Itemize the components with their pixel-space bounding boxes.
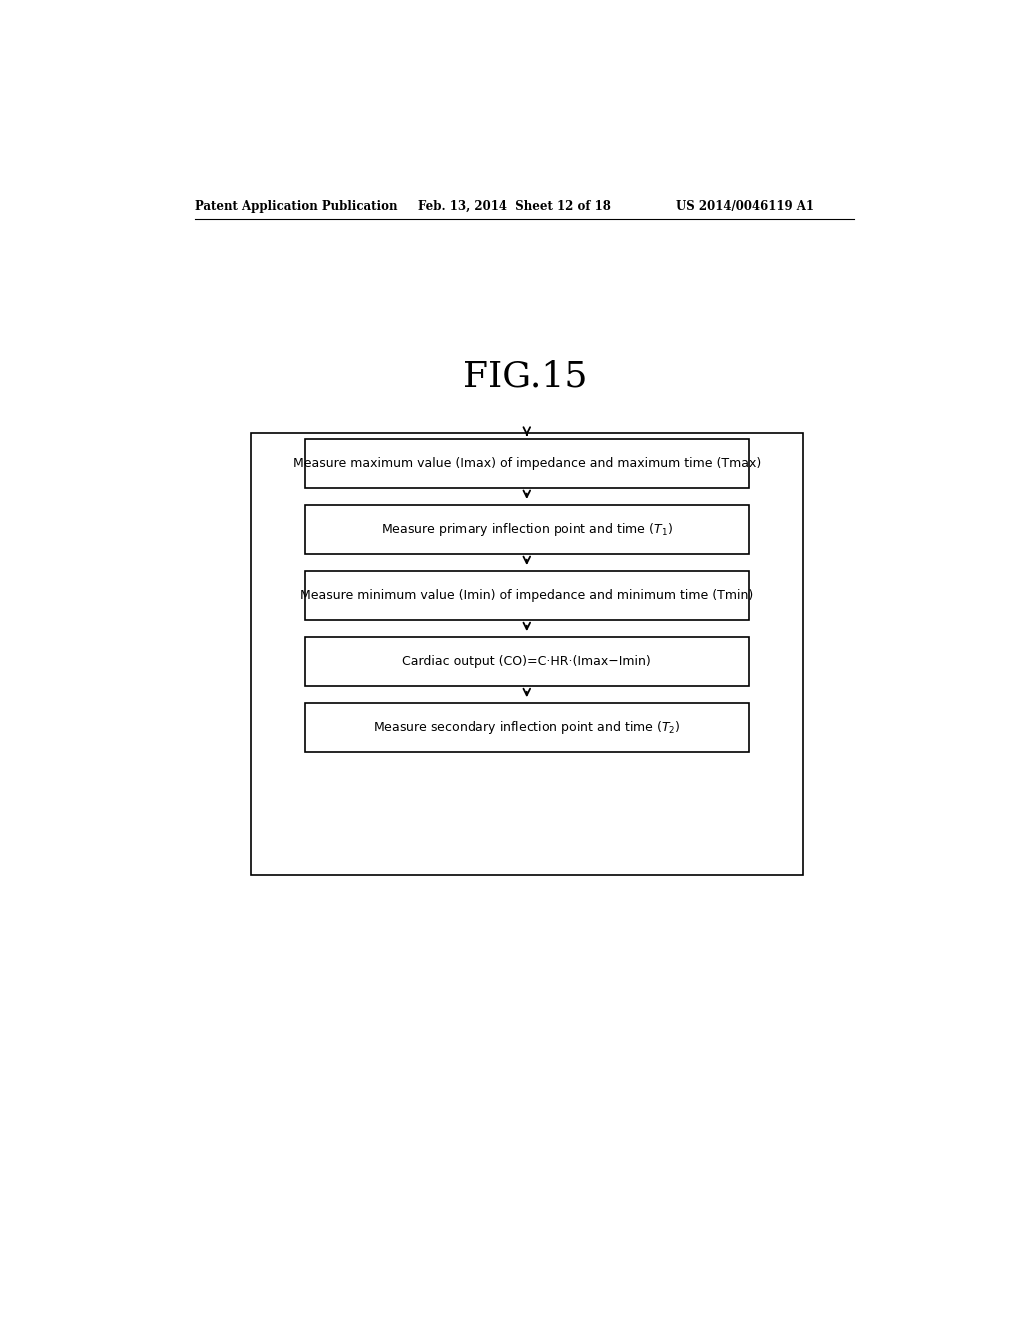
Text: Patent Application Publication: Patent Application Publication (196, 199, 398, 213)
Text: Cardiac output (CO)=C·HR·(Imax−Imin): Cardiac output (CO)=C·HR·(Imax−Imin) (402, 655, 651, 668)
Bar (251, 433, 803, 875)
Bar (304, 572, 749, 620)
Bar (304, 638, 749, 686)
Text: Measure maximum value (Imax) of impedance and maximum time (Tmax): Measure maximum value (Imax) of impedanc… (293, 457, 761, 470)
Bar (304, 440, 749, 487)
Text: Feb. 13, 2014  Sheet 12 of 18: Feb. 13, 2014 Sheet 12 of 18 (418, 199, 610, 213)
Text: US 2014/0046119 A1: US 2014/0046119 A1 (676, 199, 814, 213)
Text: Measure primary inflection point and time ($T_1$): Measure primary inflection point and tim… (381, 521, 673, 537)
Text: Measure secondary inflection point and time ($T_2$): Measure secondary inflection point and t… (373, 719, 681, 737)
Text: Measure minimum value (Imin) of impedance and minimum time (Tmin): Measure minimum value (Imin) of impedanc… (300, 589, 754, 602)
Bar (304, 704, 749, 752)
Bar (304, 506, 749, 554)
Text: FIG.15: FIG.15 (463, 360, 587, 393)
